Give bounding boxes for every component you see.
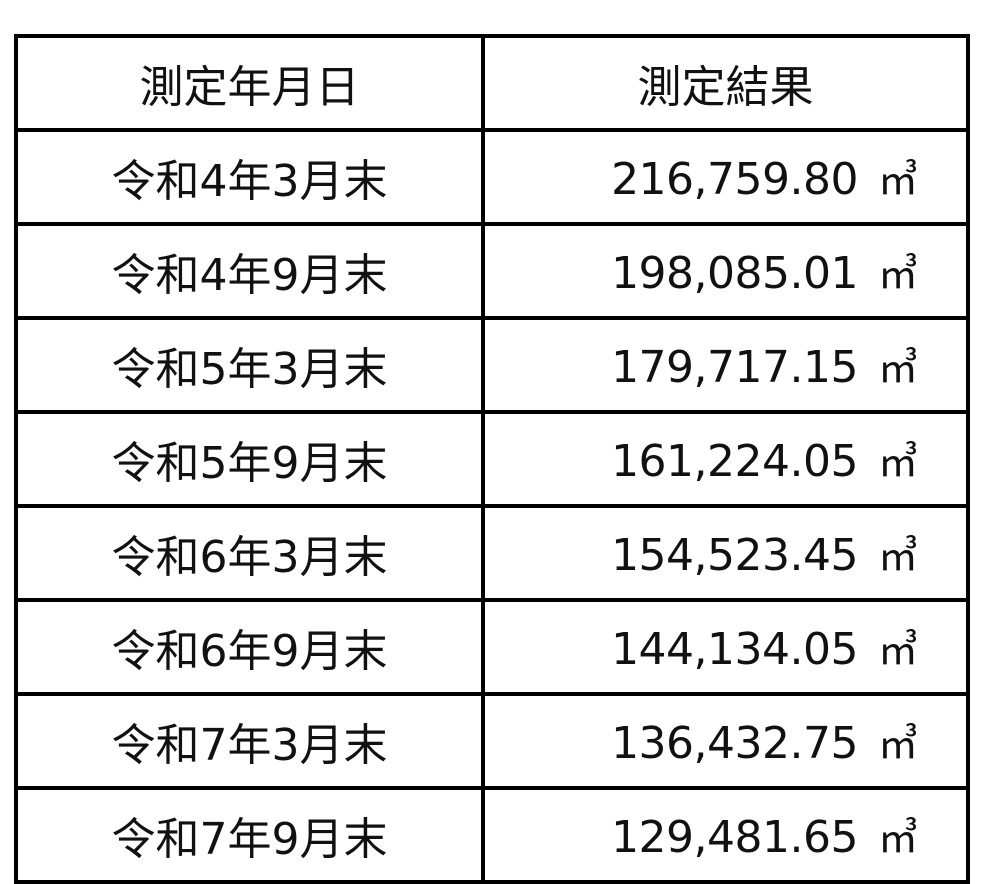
result-value: 154,523.45 bbox=[611, 530, 858, 581]
header-date: 測定年月日 bbox=[14, 34, 485, 132]
measurement-result: 216,759.80 ㎥ bbox=[481, 128, 970, 226]
measurement-result: 179,717.15 ㎥ bbox=[481, 316, 970, 414]
measurement-date: 令和7年9月末 bbox=[14, 786, 485, 884]
unit-label: ㎥ bbox=[878, 440, 918, 486]
result-value: 216,759.80 bbox=[611, 154, 858, 205]
unit-label: ㎥ bbox=[878, 346, 918, 392]
measurement-date: 令和5年3月末 bbox=[14, 316, 485, 414]
measurement-date: 令和6年3月末 bbox=[14, 504, 485, 602]
measurement-date: 令和5年9月末 bbox=[14, 410, 485, 508]
result-value: 161,224.05 bbox=[611, 436, 858, 487]
measurement-date: 令和4年9月末 bbox=[14, 222, 485, 320]
result-value: 179,717.15 bbox=[611, 342, 858, 393]
table-row: 令和6年9月末 144,134.05 ㎥ bbox=[14, 598, 970, 696]
unit-label: ㎥ bbox=[878, 158, 918, 204]
table-row: 令和5年3月末 179,717.15 ㎥ bbox=[14, 316, 970, 414]
header-row: 測定年月日 測定結果 bbox=[14, 34, 970, 132]
measurement-result: 198,085.01 ㎥ bbox=[481, 222, 970, 320]
measurement-result: 136,432.75 ㎥ bbox=[481, 692, 970, 790]
table-row: 令和7年3月末 136,432.75 ㎥ bbox=[14, 692, 970, 790]
result-value: 144,134.05 bbox=[611, 624, 858, 675]
measurement-result: 144,134.05 ㎥ bbox=[481, 598, 970, 696]
table-row: 令和7年9月末 129,481.65 ㎥ bbox=[14, 786, 970, 884]
unit-label: ㎥ bbox=[878, 252, 918, 298]
table-row: 令和4年3月末 216,759.80 ㎥ bbox=[14, 128, 970, 226]
result-value: 198,085.01 bbox=[611, 248, 858, 299]
table-row: 令和6年3月末 154,523.45 ㎥ bbox=[14, 504, 970, 602]
measurement-result: 129,481.65 ㎥ bbox=[481, 786, 970, 884]
result-value: 129,481.65 bbox=[611, 812, 858, 863]
unit-label: ㎥ bbox=[878, 534, 918, 580]
measurement-result: 161,224.05 ㎥ bbox=[481, 410, 970, 508]
measurement-date: 令和7年3月末 bbox=[14, 692, 485, 790]
table-row: 令和5年9月末 161,224.05 ㎥ bbox=[14, 410, 970, 508]
measurement-date: 令和6年9月末 bbox=[14, 598, 485, 696]
table-row: 令和4年9月末 198,085.01 ㎥ bbox=[14, 222, 970, 320]
measurement-date: 令和4年3月末 bbox=[14, 128, 485, 226]
unit-label: ㎥ bbox=[878, 816, 918, 862]
result-value: 136,432.75 bbox=[611, 718, 858, 769]
unit-label: ㎥ bbox=[878, 722, 918, 768]
header-result: 測定結果 bbox=[481, 34, 970, 132]
measurement-result: 154,523.45 ㎥ bbox=[481, 504, 970, 602]
unit-label: ㎥ bbox=[878, 628, 918, 674]
